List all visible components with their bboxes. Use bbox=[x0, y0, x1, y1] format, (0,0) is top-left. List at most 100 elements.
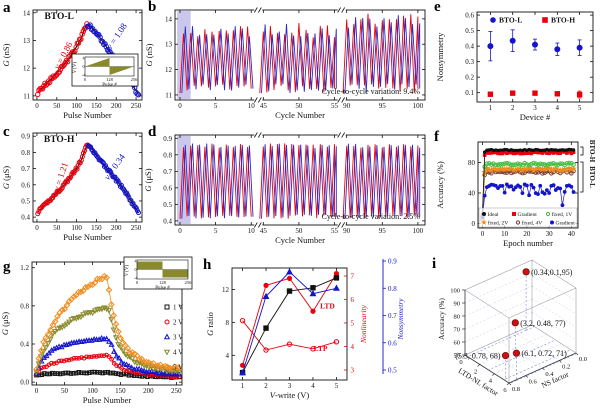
svg-text:BTO-L: BTO-L bbox=[44, 12, 73, 22]
svg-text:BTO-H: BTO-H bbox=[588, 140, 596, 163]
svg-text:BTO-H: BTO-H bbox=[551, 16, 575, 25]
svg-text:0: 0 bbox=[84, 77, 87, 82]
svg-text:0.2: 0.2 bbox=[465, 74, 474, 82]
svg-text:0: 0 bbox=[136, 280, 139, 285]
panel-b: b 0 5 10 45 50 55 90 95 100 11 12 13 14 Cycle Number G… bbox=[145, 0, 432, 122]
svg-text:80: 80 bbox=[454, 314, 461, 321]
svg-text:1.2: 1.2 bbox=[20, 264, 29, 272]
svg-text:0.5: 0.5 bbox=[465, 27, 474, 35]
panel-f-label: f bbox=[434, 129, 439, 145]
svg-text:0.4: 0.4 bbox=[20, 341, 29, 349]
panel-h: h 1 2 3 4 5 4 8 12 V-write (V) G ratio 3 4 5 6 7 Nonlin… bbox=[195, 255, 430, 412]
panel-a-label: a bbox=[3, 0, 11, 16]
svg-text:200: 200 bbox=[111, 224, 122, 232]
svg-text:0.5: 0.5 bbox=[21, 197, 30, 205]
svg-text:Accuracy (%): Accuracy (%) bbox=[437, 298, 446, 340]
svg-text:100: 100 bbox=[450, 288, 460, 295]
svg-text:fixed, 2V: fixed, 2V bbox=[488, 220, 509, 227]
svg-text:Nonsymmetry: Nonsymmetry bbox=[435, 32, 445, 81]
svg-text:0.7: 0.7 bbox=[388, 312, 397, 320]
svg-text:100: 100 bbox=[87, 387, 98, 395]
panel-e-label: e bbox=[434, 0, 441, 15]
svg-text:Ideal: Ideal bbox=[488, 212, 499, 218]
svg-text:0.4: 0.4 bbox=[21, 214, 30, 222]
svg-text:0.0: 0.0 bbox=[579, 356, 587, 363]
svg-text:-4: -4 bbox=[134, 276, 137, 281]
panel-e-chart: 1 2 3 4 5 0.1 0.2 0.3 0.4 0.5 0.6 Device # Nonsymmet… bbox=[435, 11, 594, 122]
svg-text:100: 100 bbox=[71, 102, 82, 110]
svg-text:4: 4 bbox=[83, 56, 85, 61]
svg-text:2 V: 2 V bbox=[173, 319, 183, 327]
svg-text:20: 20 bbox=[523, 230, 531, 238]
svg-text:(5.3, 0.78, 68): (5.3, 0.78, 68) bbox=[455, 352, 501, 361]
svg-text:10: 10 bbox=[248, 227, 256, 235]
svg-text:Gradient: Gradient bbox=[556, 221, 576, 227]
svg-text:128: 128 bbox=[159, 280, 167, 285]
svg-text:10: 10 bbox=[248, 102, 256, 110]
svg-text:256: 256 bbox=[185, 280, 193, 285]
panel-d-chart: 0 5 10 45 50 55 90 95 100 0.4 0.5 0.6 0.7 0.8 0.9 Cycle… bbox=[145, 132, 426, 245]
svg-text:0: 0 bbox=[178, 102, 182, 110]
svg-text:LTP: LTP bbox=[314, 344, 328, 353]
svg-text:0.2: 0.2 bbox=[562, 364, 570, 371]
svg-text:0: 0 bbox=[178, 227, 182, 235]
svg-text:Pulse #: Pulse # bbox=[102, 83, 117, 88]
svg-text:0: 0 bbox=[459, 359, 462, 366]
svg-text:45: 45 bbox=[260, 102, 268, 110]
svg-text:0.5: 0.5 bbox=[163, 201, 172, 209]
svg-text:45: 45 bbox=[260, 227, 268, 235]
svg-text:50: 50 bbox=[295, 102, 303, 110]
svg-text:30: 30 bbox=[546, 230, 554, 238]
svg-text:V (V): V (V) bbox=[73, 62, 78, 74]
svg-text:12: 12 bbox=[23, 65, 31, 73]
svg-text:4: 4 bbox=[135, 259, 137, 264]
panel-f-chart: 0 10 20 30 40 0 40 80 Epoch number Accuracy (%) Id… bbox=[435, 140, 596, 248]
svg-text:11: 11 bbox=[23, 92, 30, 100]
svg-text:0.6: 0.6 bbox=[529, 379, 538, 386]
svg-text:0.8: 0.8 bbox=[21, 149, 30, 157]
svg-text:4: 4 bbox=[311, 382, 315, 390]
svg-text:0.4: 0.4 bbox=[545, 371, 554, 378]
svg-text:90: 90 bbox=[343, 227, 351, 235]
svg-text:0.9: 0.9 bbox=[163, 135, 172, 143]
svg-text:5: 5 bbox=[335, 382, 339, 390]
panel-d: d 0 5 10 45 50 55 90 95 100 0.4 0.5 0.6 0.7 0.8 0.9 Cyc… bbox=[145, 122, 432, 255]
panel-b-label: b bbox=[148, 0, 157, 15]
svg-text:150: 150 bbox=[91, 102, 102, 110]
svg-text:0.6: 0.6 bbox=[388, 339, 397, 347]
svg-text:3: 3 bbox=[288, 382, 292, 390]
svg-text:0.9: 0.9 bbox=[388, 258, 397, 266]
svg-text:6: 6 bbox=[351, 296, 355, 304]
svg-text:90: 90 bbox=[343, 102, 351, 110]
svg-text:40: 40 bbox=[468, 189, 476, 197]
svg-text:70: 70 bbox=[454, 327, 461, 334]
svg-text:2: 2 bbox=[264, 382, 268, 390]
svg-text:0: 0 bbox=[481, 230, 485, 238]
svg-text:5: 5 bbox=[578, 104, 582, 112]
svg-text:0: 0 bbox=[135, 267, 137, 272]
panel-c-chart: 0 50 100 150 200 250 0.4 0.5 0.6 0.7 0.8 0.9 Pulse N… bbox=[1, 132, 143, 242]
svg-text:4: 4 bbox=[556, 104, 560, 112]
svg-text:50: 50 bbox=[53, 224, 61, 232]
svg-text:0.8: 0.8 bbox=[163, 151, 172, 159]
svg-text:0.9: 0.9 bbox=[21, 133, 30, 141]
svg-text:3 V: 3 V bbox=[173, 334, 183, 342]
svg-text:250: 250 bbox=[131, 102, 142, 110]
panel-e: e 1 2 3 4 5 0.1 0.2 0.3 0.4 0.5 0.6 Device # Nonsymm… bbox=[432, 0, 600, 122]
svg-text:0.8: 0.8 bbox=[20, 302, 29, 310]
svg-text:90: 90 bbox=[454, 301, 461, 308]
svg-text:ν = 1.08: ν = 1.08 bbox=[104, 21, 129, 51]
svg-text:1: 1 bbox=[489, 104, 493, 112]
panel-f: f 0 10 20 30 40 0 40 80 Epoch number Accuracy (%)… bbox=[432, 122, 600, 255]
svg-text:128: 128 bbox=[106, 77, 114, 82]
svg-text:50: 50 bbox=[454, 353, 461, 360]
svg-text:G (μS): G (μS) bbox=[0, 312, 10, 335]
svg-text:Pulse Number: Pulse Number bbox=[83, 395, 132, 405]
svg-text:Nonlinearity: Nonlinearity bbox=[359, 304, 368, 344]
panel-a: a 0 50 100 150 200 250 11 12 13 14 Pulse Number G (… bbox=[0, 0, 145, 122]
svg-text:200: 200 bbox=[111, 102, 122, 110]
svg-text:Device #: Device # bbox=[520, 112, 551, 122]
svg-text:100: 100 bbox=[71, 224, 82, 232]
svg-text:0.6: 0.6 bbox=[465, 12, 474, 20]
